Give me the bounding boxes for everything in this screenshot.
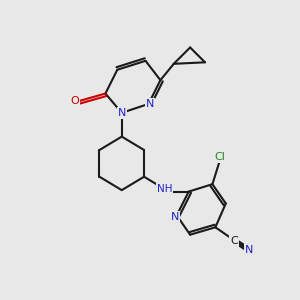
Text: NH: NH [157, 184, 172, 194]
Text: O: O [70, 96, 79, 106]
Text: C: C [230, 236, 238, 246]
Text: N: N [171, 212, 179, 222]
Text: N: N [244, 245, 253, 255]
Text: N: N [118, 108, 126, 118]
Text: Cl: Cl [214, 152, 225, 162]
Text: N: N [146, 99, 154, 109]
